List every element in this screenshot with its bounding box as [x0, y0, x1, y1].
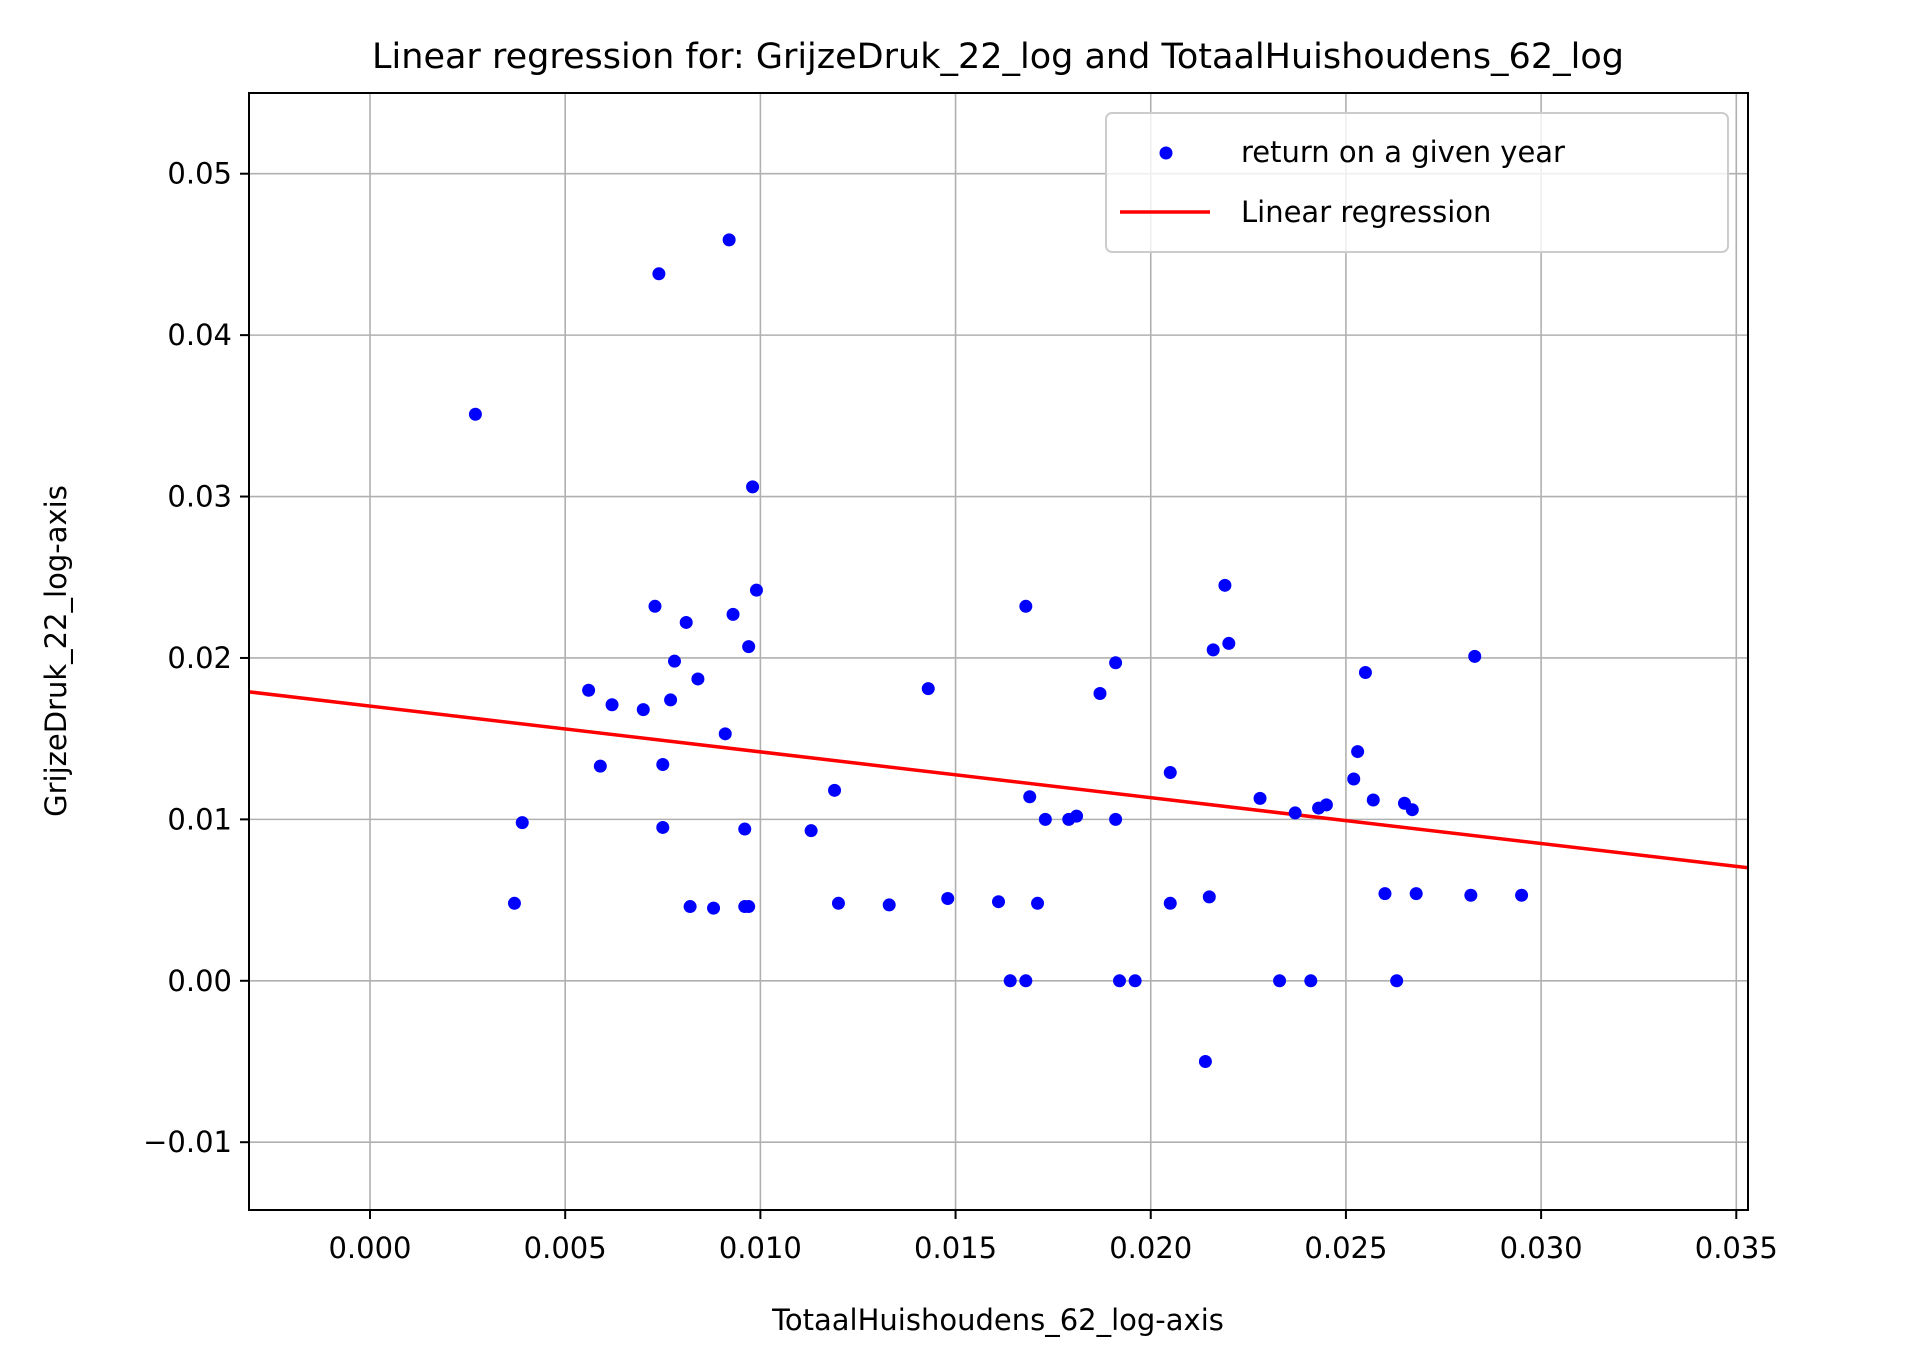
scatter-point — [1253, 791, 1267, 805]
scatter-point — [593, 759, 607, 773]
scatter-point — [718, 727, 732, 741]
x-tick-label: 0.015 — [914, 1231, 997, 1265]
scatter-point — [1163, 766, 1177, 780]
y-tick-label: 0.01 — [167, 802, 232, 836]
scatter-point — [1019, 599, 1033, 613]
scatter-point — [1206, 643, 1220, 657]
scatter-point — [742, 640, 756, 654]
scatter-point — [1468, 649, 1482, 663]
y-tick-label: 0.05 — [167, 157, 232, 191]
scatter-point — [726, 607, 740, 621]
scatter-point — [515, 816, 529, 830]
scatter-point — [1222, 636, 1236, 650]
scatter-point — [1366, 793, 1380, 807]
scatter-point — [683, 900, 697, 914]
legend: return on a given year Linear regression — [1105, 112, 1729, 253]
x-tick-label: 0.005 — [524, 1231, 607, 1265]
scatter-point — [664, 693, 678, 707]
y-tick-label: 0.04 — [167, 318, 232, 352]
scatter-point — [707, 901, 721, 915]
scatter-point — [722, 233, 736, 247]
scatter-point — [1273, 974, 1287, 988]
scatter-point — [636, 703, 650, 717]
scatter-point — [941, 891, 955, 905]
x-tick-label: 0.010 — [719, 1231, 802, 1265]
scatter-point — [1198, 1054, 1212, 1068]
scatter-point — [648, 599, 662, 613]
scatter-points — [468, 233, 1529, 1068]
scatter-point — [1347, 772, 1361, 786]
scatter-point — [742, 900, 756, 914]
scatter-point — [831, 896, 845, 910]
scatter-point — [1128, 974, 1142, 988]
scatter-point — [749, 583, 763, 597]
scatter-point — [1515, 888, 1529, 902]
scatter-point — [1409, 887, 1423, 901]
scatter-point — [605, 698, 619, 712]
scatter-point — [1070, 809, 1084, 823]
scatter-point — [679, 615, 693, 629]
scatter-point — [656, 757, 670, 771]
scatter-point — [1019, 974, 1033, 988]
scatter-point — [507, 896, 521, 910]
scatter-point — [1464, 888, 1478, 902]
scatter-point — [1319, 798, 1333, 812]
scatter-point — [1358, 665, 1372, 679]
y-tick-label: 0.00 — [167, 964, 232, 998]
scatter-point — [1113, 974, 1127, 988]
scatter-point — [921, 682, 935, 696]
scatter-point — [1003, 974, 1017, 988]
x-tick-label: 0.030 — [1500, 1231, 1583, 1265]
y-axis-ticks: −0.01 0.00 0.01 0.02 0.03 0.04 0.05 — [143, 157, 249, 1159]
scatter-point — [882, 898, 896, 912]
scatter-point — [1378, 887, 1392, 901]
scatter-point — [691, 672, 705, 686]
chart-title: Linear regression for: GrijzeDruk_22_log… — [372, 37, 1624, 77]
scatter-point — [1218, 578, 1232, 592]
scatter-point — [738, 822, 752, 836]
x-tick-label: 0.025 — [1304, 1231, 1387, 1265]
scatter-point — [1023, 790, 1037, 804]
scatter-point — [746, 480, 760, 494]
regression-layer — [248, 690, 1749, 870]
y-axis-label: GrijzeDruk_22_log-axis — [39, 485, 73, 817]
x-tick-label: 0.020 — [1109, 1231, 1192, 1265]
grid-lines — [249, 93, 1748, 1210]
scatter-point — [652, 267, 666, 281]
scatter-point — [828, 783, 842, 797]
legend-box — [1105, 112, 1729, 253]
legend-label-scatter: return on a given year — [1241, 135, 1565, 169]
legend-marker-scatter — [1159, 146, 1173, 160]
scatter-point — [1202, 890, 1216, 904]
scatter-point — [1288, 806, 1302, 820]
x-axis-ticks: 0.000 0.005 0.010 0.015 0.020 0.025 0.030 0.035 — [328, 1210, 1778, 1265]
scatter-point — [582, 683, 596, 697]
scatter-point — [804, 824, 818, 838]
scatter-point — [1304, 974, 1318, 988]
scatter-point — [1031, 896, 1045, 910]
scatter-point — [1109, 656, 1123, 670]
scatter-point — [1038, 812, 1052, 826]
y-tick-label: 0.02 — [167, 641, 232, 675]
plot-frame — [248, 92, 1749, 1211]
y-tick-label: −0.01 — [143, 1125, 232, 1159]
scatter-point — [1405, 803, 1419, 817]
scatter-point — [1093, 686, 1107, 700]
x-tick-label: 0.000 — [328, 1231, 411, 1265]
regression-line — [248, 690, 1749, 870]
legend-label-regression: Linear regression — [1241, 195, 1491, 229]
scatter-point — [1163, 896, 1177, 910]
scatter-point — [468, 407, 482, 421]
scatter-point — [992, 895, 1005, 909]
scatter-point — [1390, 974, 1404, 988]
x-axis-label: TotaalHuishoudens_62_log-axis — [771, 1303, 1224, 1337]
scatter-point — [1351, 745, 1365, 759]
scatter-point — [667, 654, 681, 668]
scatter-point — [1109, 812, 1123, 826]
y-tick-label: 0.03 — [167, 480, 232, 514]
scatter-point — [656, 820, 670, 834]
x-tick-label: 0.035 — [1695, 1231, 1778, 1265]
